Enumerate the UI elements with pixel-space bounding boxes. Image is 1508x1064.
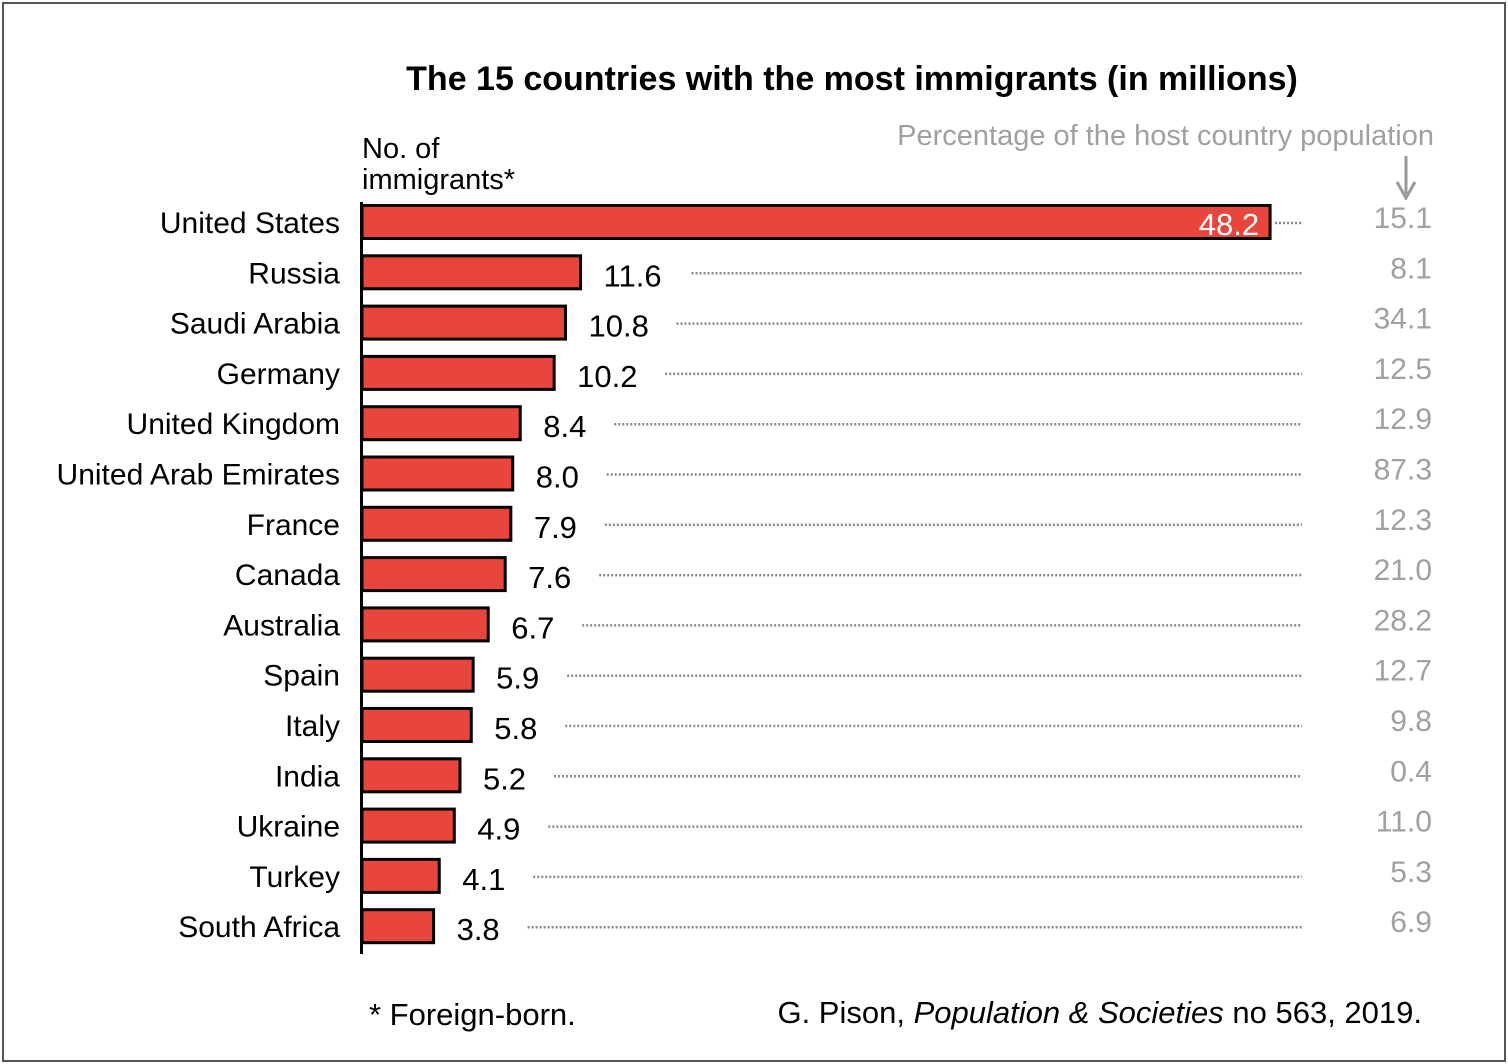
bar xyxy=(360,204,1272,240)
bar xyxy=(360,908,436,945)
percentage-value: 8.1 xyxy=(1390,252,1432,285)
bar xyxy=(360,707,473,743)
bar xyxy=(360,807,456,844)
value-label: 3.8 xyxy=(457,912,500,947)
category-label: Russia xyxy=(248,257,340,290)
percentage-value: 34.1 xyxy=(1374,303,1432,336)
percentage-value: 12.5 xyxy=(1374,353,1432,386)
value-label: 5.9 xyxy=(496,661,539,696)
chart-title: The 15 countries with the most immigrant… xyxy=(406,60,1298,98)
bar xyxy=(360,505,513,542)
ylabel-text: No. of immigrants* xyxy=(362,133,516,196)
category-label: France xyxy=(247,509,340,542)
value-label: 5.8 xyxy=(494,711,537,746)
category-label: Spain xyxy=(263,660,340,693)
category-label: United Kingdom xyxy=(127,408,340,441)
category-label: United States xyxy=(160,207,340,240)
bar xyxy=(360,405,522,442)
category-label: Italy xyxy=(285,710,340,743)
percentage-label: Percentage of the host country populatio… xyxy=(897,120,1434,152)
value-label: 5.2 xyxy=(483,761,526,796)
bar xyxy=(360,304,567,341)
percentage-value: 0.4 xyxy=(1390,755,1432,788)
percentage-value: 5.3 xyxy=(1390,856,1432,889)
percentage-value: 9.8 xyxy=(1390,705,1432,738)
source-publication: Population & Societies xyxy=(913,995,1224,1030)
value-label: 4.9 xyxy=(477,812,520,847)
value-label: 10.2 xyxy=(577,359,637,394)
value-label: 11.6 xyxy=(604,258,662,293)
bar xyxy=(360,354,556,391)
percentage-value: 28.2 xyxy=(1374,604,1432,637)
category-label: Canada xyxy=(235,559,340,592)
category-label: Ukraine xyxy=(237,811,340,844)
percentage-value: 12.7 xyxy=(1374,655,1432,688)
category-label: Australia xyxy=(223,609,340,642)
bar-chart: United States 48.2 15.1 Russia 11.6 8.1 Saudi … xyxy=(57,202,1432,947)
category-label: Turkey xyxy=(249,861,340,894)
value-label: 7.9 xyxy=(534,510,577,545)
value-label: 4.1 xyxy=(462,862,505,897)
category-label: Germany xyxy=(217,358,340,391)
category-label: United Arab Emirates xyxy=(57,459,340,492)
value-label: 7.6 xyxy=(528,560,571,595)
value-label: 8.0 xyxy=(536,460,579,495)
value-label: 6.7 xyxy=(511,610,554,645)
percentage-value: 15.1 xyxy=(1374,202,1432,235)
footnote: * Foreign-born. xyxy=(369,997,576,1032)
bar xyxy=(360,556,507,593)
percentage-value: 21.0 xyxy=(1374,554,1432,587)
category-label: Saudi Arabia xyxy=(170,308,340,341)
source-author: G. Pison, xyxy=(777,995,914,1030)
percentage-value: 11.0 xyxy=(1376,806,1432,839)
category-label: India xyxy=(275,760,340,793)
bar xyxy=(360,757,462,794)
value-label: 8.4 xyxy=(543,409,586,444)
y-axis-label: No. of immigrants* xyxy=(362,134,562,196)
bar xyxy=(360,656,475,693)
source: G. Pison, Population & Societies no 563,… xyxy=(777,995,1422,1031)
percentage-value: 12.9 xyxy=(1374,403,1432,436)
arrow-down-icon xyxy=(1395,156,1417,200)
bar xyxy=(360,606,490,643)
bar xyxy=(360,254,583,291)
y-axis-line xyxy=(360,202,363,954)
percentage-value: 87.3 xyxy=(1374,454,1432,487)
bar xyxy=(360,857,441,894)
percentage-value: 6.9 xyxy=(1390,906,1432,939)
value-label: 48.2 xyxy=(1199,207,1259,242)
value-label: 10.8 xyxy=(588,309,648,344)
percentage-value: 12.3 xyxy=(1374,504,1432,537)
category-label: South Africa xyxy=(178,911,340,944)
bar xyxy=(360,455,515,492)
source-rest: no 563, 2019. xyxy=(1223,995,1422,1030)
